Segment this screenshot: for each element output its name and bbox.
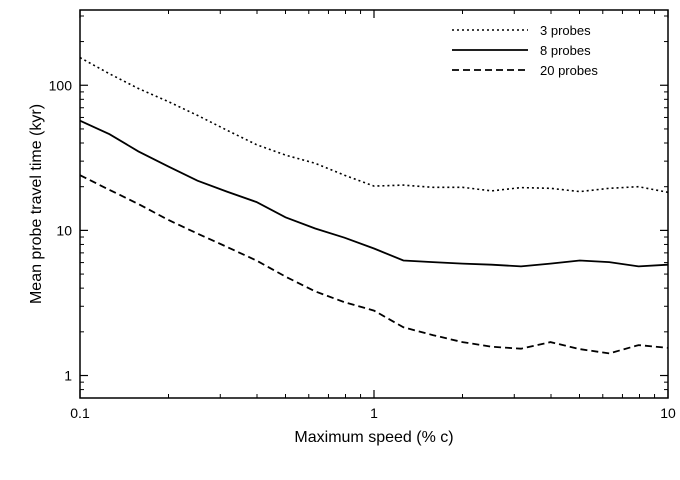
y-tick-label: 100 — [49, 77, 73, 93]
log-log-line-chart: 0.1 1 10 110100 3 probes8 probes20 probes … — [0, 0, 680, 480]
series-line-20-probes — [80, 175, 668, 353]
legend-label: 8 probes — [540, 43, 591, 58]
x-axis-title: Maximum speed (% c) — [294, 429, 453, 446]
y-axis-ticks: 1 10 100 — [49, 77, 668, 383]
legend-label: 3 probes — [540, 23, 591, 38]
legend-label: 20 probes — [540, 63, 598, 78]
chart-container: 0.1 1 10 1 10 100 3 probes 8 probes 20 probes … — [0, 0, 680, 480]
y-axis-title: Mean probe travel time (kyr) — [28, 104, 45, 304]
series-layer — [80, 58, 668, 354]
x-tick-label: 10 — [660, 405, 676, 421]
series-line-8-probes — [80, 121, 668, 267]
x-tick-label: 1 — [370, 405, 378, 421]
x-tick-label: 0.1 — [70, 405, 90, 421]
legend: 3 probes 8 probes 20 probes — [452, 23, 598, 78]
y-tick-label: 10 — [56, 222, 72, 238]
y-tick-label: 1 — [64, 368, 72, 384]
